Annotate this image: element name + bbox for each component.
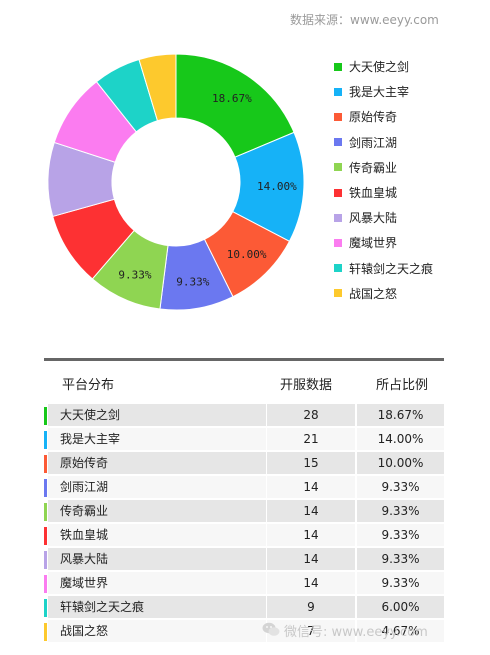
row-color-marker [44, 527, 47, 545]
row-color-marker [44, 599, 47, 617]
header-platform: 平台分布 [62, 378, 115, 393]
legend-item: 原始传奇 [334, 104, 433, 129]
wechat-icon [262, 622, 280, 636]
legend-item: 剑雨江湖 [334, 130, 433, 155]
table-row: 原始传奇 15 10.00% [44, 452, 444, 476]
cell-platform: 剑雨江湖 [48, 476, 266, 498]
cell-platform: 魔域世界 [48, 572, 266, 594]
legend-label: 轩辕剑之天之痕 [349, 261, 434, 276]
cell-server-count: 7 [267, 620, 355, 642]
cell-share: 18.67% [357, 404, 444, 426]
table-row: 铁血皇城 14 9.33% [44, 524, 444, 548]
legend-label: 传奇霸业 [349, 160, 398, 175]
cell-share: 4.67% [357, 620, 444, 642]
row-color-marker [44, 503, 47, 521]
cell-platform: 原始传奇 [48, 452, 266, 474]
legend-swatch [334, 188, 342, 197]
watermark: 微信号: www.eeyy.com [284, 625, 428, 640]
legend-label: 我是大主宰 [349, 85, 410, 100]
row-color-marker [44, 575, 47, 593]
cell-platform: 我是大主宰 [48, 428, 266, 450]
row-color-marker [44, 479, 47, 497]
table-row: 我是大主宰 21 14.00% [44, 428, 444, 452]
legend-item: 轩辕剑之天之痕 [334, 256, 433, 281]
legend-item: 我是大主宰 [334, 79, 433, 104]
chart-legend: 大天使之剑我是大主宰原始传奇剑雨江湖传奇霸业铁血皇城风暴大陆魔域世界轩辕剑之天之… [334, 54, 433, 306]
table-row: 战国之怒 7 4.67% [44, 620, 444, 644]
cell-platform: 传奇霸业 [48, 500, 266, 522]
legend-swatch [334, 87, 342, 96]
cell-server-count: 28 [267, 404, 355, 426]
cell-share: 14.00% [357, 428, 444, 450]
legend-label: 魔域世界 [349, 236, 398, 251]
cell-server-count: 14 [267, 524, 355, 546]
cell-share: 6.00% [357, 596, 444, 618]
slice-10 [138, 53, 177, 122]
cell-share: 9.33% [357, 572, 444, 594]
header-server-count: 开服数据 [280, 378, 333, 393]
slice-label-5: 9.33% [118, 268, 151, 281]
table-row: 轩辕剑之天之痕 9 6.00% [44, 596, 444, 620]
legend-label: 铁血皇城 [349, 186, 398, 201]
row-color-marker [44, 623, 47, 641]
data-source-note: 数据来源：www.eeyy.com [290, 13, 439, 27]
cell-share: 9.33% [357, 500, 444, 522]
data-table: 大天使之剑 28 18.67% 我是大主宰 21 14.00% 原始传奇 15 10.00% 剑雨… [44, 404, 444, 644]
cell-platform: 战国之怒 [48, 620, 266, 642]
cell-platform: 轩辕剑之天之痕 [48, 596, 266, 618]
cell-server-count: 14 [267, 548, 355, 570]
row-color-marker [44, 407, 47, 425]
row-color-marker [44, 455, 47, 473]
table-row: 魔域世界 14 9.33% [44, 572, 444, 596]
slice-label-3: 10.00% [227, 248, 267, 261]
legend-item: 传奇霸业 [334, 155, 433, 180]
cell-server-count: 15 [267, 452, 355, 474]
cell-server-count: 9 [267, 596, 355, 618]
slice-label-4: 9.33% [176, 276, 209, 289]
donut-chart: 18.67% 14.00% 10.00% 9.33% 9.33% [47, 53, 305, 311]
legend-label: 大天使之剑 [349, 60, 410, 75]
cell-server-count: 14 [267, 476, 355, 498]
table-divider [44, 358, 444, 361]
legend-label: 战国之怒 [349, 286, 398, 301]
table-header: 平台分布 开服数据 所占比例 [44, 366, 444, 398]
cell-share: 9.33% [357, 548, 444, 570]
table-row: 风暴大陆 14 9.33% [44, 548, 444, 572]
cell-server-count: 14 [267, 572, 355, 594]
legend-item: 铁血皇城 [334, 180, 433, 205]
cell-server-count: 14 [267, 500, 355, 522]
table-row: 大天使之剑 28 18.67% [44, 404, 444, 428]
legend-label: 原始传奇 [349, 110, 398, 125]
legend-item: 大天使之剑 [334, 54, 433, 79]
legend-swatch [334, 138, 342, 147]
legend-label: 风暴大陆 [349, 211, 398, 226]
legend-swatch [334, 112, 342, 121]
legend-swatch [334, 264, 342, 273]
legend-swatch [334, 213, 342, 222]
legend-label: 剑雨江湖 [349, 135, 398, 150]
slice-label-1: 18.67% [212, 92, 252, 105]
cell-share: 9.33% [357, 476, 444, 498]
row-color-marker [44, 431, 47, 449]
legend-swatch [334, 62, 342, 71]
legend-swatch [334, 238, 342, 247]
legend-swatch [334, 163, 342, 172]
legend-item: 风暴大陆 [334, 205, 433, 230]
table-row: 传奇霸业 14 9.33% [44, 500, 444, 524]
cell-server-count: 21 [267, 428, 355, 450]
cell-share: 10.00% [357, 452, 444, 474]
cell-platform: 大天使之剑 [48, 404, 266, 426]
cell-platform: 铁血皇城 [48, 524, 266, 546]
row-color-marker [44, 551, 47, 569]
slice-label-2: 14.00% [257, 180, 297, 193]
legend-swatch [334, 289, 342, 298]
legend-item: 魔域世界 [334, 230, 433, 255]
cell-share: 9.33% [357, 524, 444, 546]
table-row: 剑雨江湖 14 9.33% [44, 476, 444, 500]
cell-platform: 风暴大陆 [48, 548, 266, 570]
legend-item: 战国之怒 [334, 281, 433, 306]
header-share: 所占比例 [376, 378, 429, 393]
